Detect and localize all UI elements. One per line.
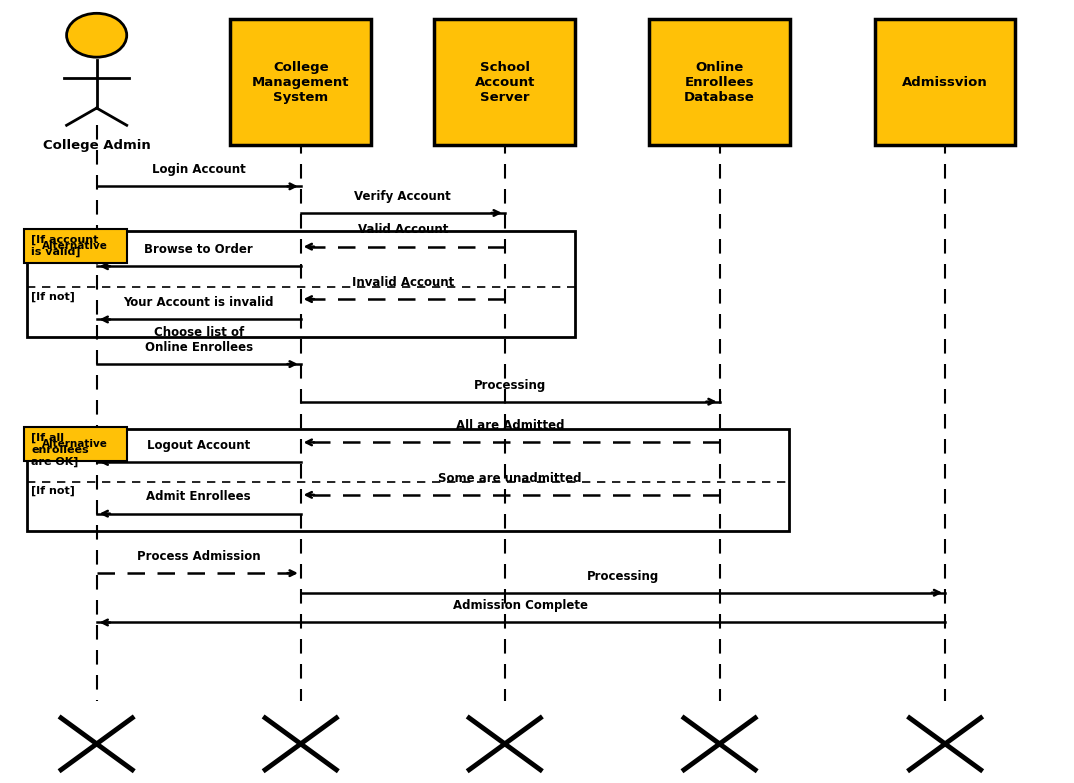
Bar xyxy=(27,429,789,531)
Circle shape xyxy=(67,13,127,57)
Text: Admission Complete: Admission Complete xyxy=(453,599,589,612)
Text: Online
Enrollees
Database: Online Enrollees Database xyxy=(684,61,755,103)
FancyBboxPatch shape xyxy=(24,229,127,263)
FancyBboxPatch shape xyxy=(434,19,576,145)
Text: Browse to Order: Browse to Order xyxy=(144,243,253,256)
FancyBboxPatch shape xyxy=(874,19,1016,145)
Text: College
Management
System: College Management System xyxy=(252,61,349,103)
Text: School
Account
Server: School Account Server xyxy=(475,61,535,103)
Text: Admissvion: Admissvion xyxy=(902,76,988,88)
Text: Verify Account: Verify Account xyxy=(354,189,451,203)
Text: Login Account: Login Account xyxy=(151,163,246,176)
Text: Processing: Processing xyxy=(586,569,659,583)
Bar xyxy=(27,231,575,337)
Text: Your Account is invalid: Your Account is invalid xyxy=(124,296,274,309)
FancyBboxPatch shape xyxy=(649,19,790,145)
Text: Invalid Account: Invalid Account xyxy=(351,276,454,289)
Text: Processing: Processing xyxy=(474,378,547,392)
Text: Choose list of
Online Enrollees: Choose list of Online Enrollees xyxy=(145,326,252,354)
Text: [If not]: [If not] xyxy=(31,485,75,496)
Text: Process Admission: Process Admission xyxy=(136,550,261,563)
Text: Alternative: Alternative xyxy=(42,439,108,449)
Text: Admit Enrollees: Admit Enrollees xyxy=(146,490,251,503)
Text: Some are unadmitted: Some are unadmitted xyxy=(438,471,582,485)
Text: Logout Account: Logout Account xyxy=(147,438,250,452)
Text: All are Admitted: All are Admitted xyxy=(455,419,565,432)
Text: [If not]: [If not] xyxy=(31,291,75,301)
FancyBboxPatch shape xyxy=(24,427,127,461)
FancyBboxPatch shape xyxy=(231,19,372,145)
Text: Valid Account: Valid Account xyxy=(358,223,448,236)
Text: College Admin: College Admin xyxy=(43,139,150,153)
Text: [If account
is valid]: [If account is valid] xyxy=(31,235,99,257)
Text: Alternative: Alternative xyxy=(42,241,108,251)
Text: [If all
enrollees
are OK]: [If all enrollees are OK] xyxy=(31,433,89,467)
